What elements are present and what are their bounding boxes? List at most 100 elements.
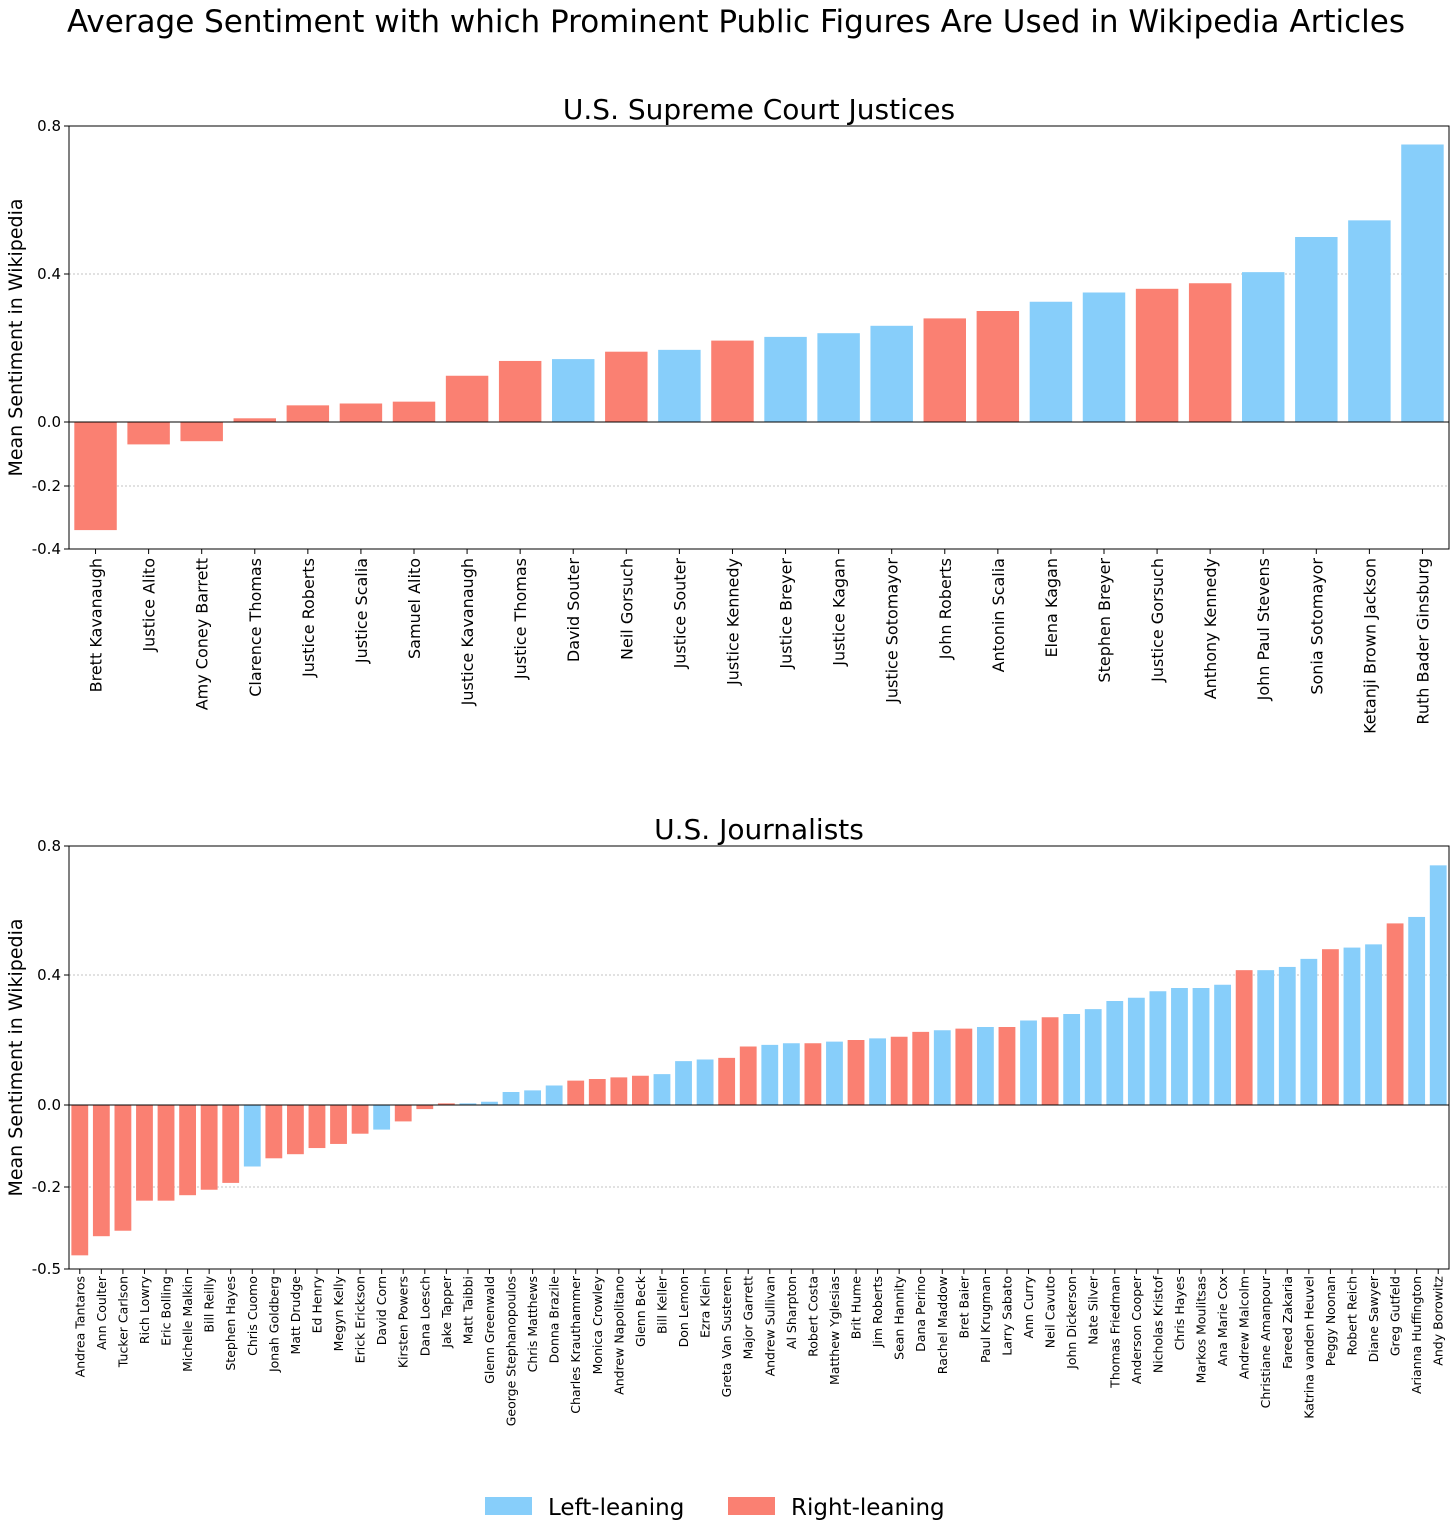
legend-right-label: Right-leaning [791, 1495, 945, 1521]
x-tick-label: David Souter [564, 558, 583, 662]
bar [870, 325, 913, 422]
bar [330, 1105, 347, 1144]
y-tick-label: 0.0 [37, 413, 61, 431]
bar [1348, 220, 1391, 422]
x-tick-label: Eric Bolling [159, 1276, 174, 1346]
x-tick-label: Andrew Malcolm [1237, 1276, 1252, 1379]
legend-left-label: Left-leaning [548, 1495, 684, 1521]
bar [1278, 966, 1296, 1105]
bar [179, 1105, 197, 1196]
bar [1149, 991, 1167, 1105]
bar [718, 1057, 736, 1105]
x-tick-label: Robert Costa [805, 1276, 820, 1357]
x-tick-label: Jim Roberts [870, 1276, 885, 1348]
y-tick-label: 0.0 [37, 1096, 61, 1114]
x-tick-label: George Stephanopoulos [504, 1276, 519, 1426]
bar [136, 1105, 153, 1201]
y-tick-label: -0.2 [32, 477, 61, 495]
y-tick-label: 0.8 [37, 837, 61, 855]
bar [286, 1105, 304, 1155]
x-tick-label: Justice Thomas [511, 558, 530, 680]
bar [998, 1027, 1016, 1105]
x-tick-label: Ann Coulter [94, 1275, 109, 1350]
x-tick-label: Justice Souter [670, 558, 689, 670]
bar [1235, 970, 1253, 1105]
bar [1171, 988, 1188, 1105]
x-tick-label: Ed Henry [309, 1275, 324, 1333]
bar [1082, 292, 1126, 422]
x-tick-label: Dana Perino [913, 1276, 928, 1352]
y-axis-label: Mean Sentiment in Wikipedia [5, 198, 27, 476]
x-tick-label: Robert Reich [1344, 1276, 1359, 1356]
bar [1188, 283, 1232, 422]
bar [847, 1040, 865, 1105]
y-axis-label: Mean Sentiment in Wikipedia [5, 918, 27, 1196]
bar [588, 1079, 606, 1105]
bar [675, 1061, 692, 1105]
x-tick-label: Diane Sawyer [1366, 1275, 1381, 1362]
bar [459, 1103, 477, 1105]
x-tick-label: Ketanji Brown Jackson [1360, 558, 1379, 734]
x-tick-label: Ann Curry [1021, 1275, 1036, 1338]
bar [233, 418, 276, 422]
x-tick-label: Bret Baier [956, 1275, 971, 1338]
x-tick-label: Antonin Scalia [989, 558, 1008, 672]
x-tick-label: Erick Erickson [353, 1276, 368, 1363]
bar [567, 1080, 585, 1105]
bar [696, 1059, 714, 1105]
bar [1365, 944, 1382, 1105]
x-tick-label: Andrea Tantaros [72, 1276, 87, 1377]
bar [631, 1075, 649, 1105]
x-tick-label: Thomas Friedman [1107, 1276, 1122, 1389]
bar [114, 1105, 132, 1231]
bar [1386, 923, 1404, 1105]
x-tick-label: Christiane Amanpour [1258, 1275, 1273, 1408]
x-tick-label: Rachel Maddow [935, 1276, 950, 1374]
bar [804, 1043, 822, 1105]
x-tick-label: Matthew Yglesias [827, 1276, 842, 1385]
bar [976, 311, 1020, 422]
x-tick-label: Nate Silver [1086, 1275, 1101, 1345]
bar [1127, 997, 1145, 1105]
x-tick-label: Megyn Kelly [331, 1275, 346, 1351]
bar [71, 1105, 89, 1256]
figure-title: Average Sentiment with which Prominent P… [67, 4, 1405, 40]
bar [653, 1074, 671, 1105]
x-tick-label: Samuel Alito [405, 558, 424, 659]
bar [286, 405, 330, 422]
plot-frame [68, 845, 1450, 1270]
x-tick-label: Anthony Kennedy [1201, 558, 1220, 699]
x-tick-label: Andy Borowitz [1431, 1276, 1446, 1366]
x-tick-label: Andrew Sullivan [762, 1276, 777, 1376]
bar [1242, 272, 1285, 422]
bar [826, 1041, 843, 1105]
x-tick-label: Michelle Malkin [180, 1276, 195, 1372]
bar [545, 1085, 563, 1105]
y-tick-label: 0.8 [37, 117, 61, 135]
bar [339, 403, 383, 422]
x-tick-label: Chris Cuomo [245, 1276, 260, 1356]
bar [976, 1027, 994, 1105]
x-tick-label: Clarence Thomas [246, 558, 265, 697]
bar [1192, 988, 1210, 1105]
x-tick-label: Jonah Goldberg [266, 1276, 281, 1373]
bar [890, 1036, 908, 1105]
x-tick-label: John Roberts [936, 558, 955, 660]
x-tick-label: Andrew Napolitano [611, 1276, 626, 1395]
bar [481, 1101, 498, 1105]
bar [955, 1028, 973, 1105]
x-tick-label: Elena Kagan [1042, 558, 1061, 658]
bar [1429, 865, 1447, 1105]
y-tick-label: -0.2 [32, 1178, 61, 1196]
x-tick-label: Peggy Noonan [1323, 1276, 1338, 1366]
x-tick-label: Charles Krauthammer [568, 1275, 583, 1414]
x-tick-label: Matt Taibbi [460, 1276, 475, 1344]
x-tick-label: Larry Sabato [999, 1276, 1014, 1356]
bar [711, 340, 754, 422]
bar [1343, 947, 1361, 1105]
bar [416, 1105, 434, 1110]
bar [1084, 1009, 1102, 1105]
x-tick-label: Ezra Klein [698, 1276, 713, 1338]
x-tick-label: Neil Gorsuch [617, 558, 636, 660]
